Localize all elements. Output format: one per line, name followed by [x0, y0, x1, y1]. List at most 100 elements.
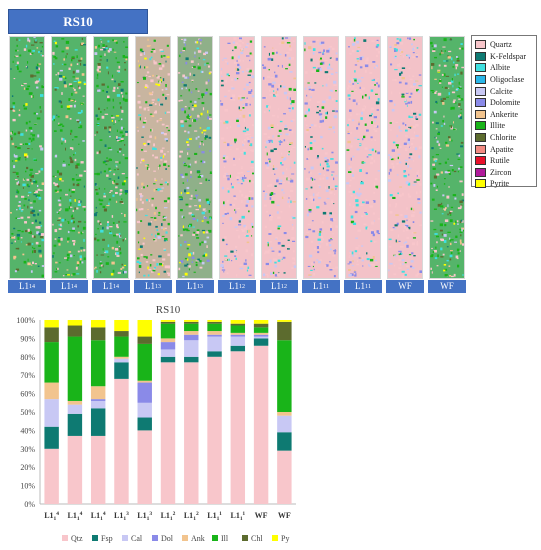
mineral-legend-item: Ankerite	[475, 109, 533, 121]
strip-texture	[304, 39, 339, 278]
bar-segment-ank	[90, 386, 106, 400]
bar-segment-ill	[90, 340, 106, 387]
strip-texture	[346, 37, 382, 277]
legend-swatch	[475, 179, 486, 189]
strip-label: L1 1 3	[176, 280, 214, 293]
bar-segment-fsp	[253, 338, 269, 346]
strip-texture	[262, 37, 297, 278]
bar-segment-ank	[160, 338, 176, 343]
bar-segment-qtz	[253, 345, 269, 504]
bar-segment-chl	[114, 331, 129, 337]
bar-segment-qtz	[184, 362, 199, 504]
bar-segment-chl	[253, 323, 269, 328]
bar-segment-qtz	[277, 450, 292, 504]
bar-segment-dol	[90, 399, 106, 401]
bar-segment-py	[230, 320, 246, 324]
mineral-legend-item: K-Feldspar	[475, 51, 533, 63]
bar-segment-ill	[207, 323, 222, 332]
x-tick-label: L114	[91, 511, 106, 522]
x-tick-label: WF	[255, 511, 268, 520]
bar-segment-dol	[230, 334, 246, 337]
mineral-map-strip	[9, 36, 45, 279]
y-tick-label: 90%	[20, 334, 35, 343]
strip-label: L1 1 1	[344, 280, 382, 293]
mineral-legend-item: Chlorite	[475, 132, 533, 144]
legend-label: Pyrite	[490, 179, 510, 189]
strip-label: L1 1 4	[8, 280, 46, 293]
bar-segment-chl	[90, 327, 106, 341]
bar-segment-py	[90, 320, 106, 328]
bar-segment-qtz	[114, 378, 129, 504]
chart-legend-swatch	[92, 535, 98, 541]
bar-segment-cal	[277, 415, 292, 433]
chart-legend-label: Cal	[131, 534, 143, 543]
bar-segment-cal	[160, 349, 176, 357]
mineral-map-strip	[345, 36, 382, 279]
legend-label: Quartz	[490, 40, 512, 50]
bar-segment-ank	[44, 382, 59, 400]
bar-segment-cal	[44, 399, 59, 427]
bar-segment-fsp	[44, 426, 59, 449]
y-tick-label: 10%	[20, 482, 35, 491]
chart-legend-label: Py	[281, 534, 289, 543]
legend-label: Apatite	[490, 144, 514, 154]
mineral-map-strip	[51, 36, 87, 279]
strip-label: L1 1 2	[260, 280, 298, 293]
bar-segment-ank	[114, 356, 129, 359]
bar-segment-cal	[137, 402, 152, 418]
bar-segment-ank	[230, 332, 246, 335]
chart-legend-label: Fsp	[101, 534, 113, 543]
mineral-legend-item: Apatite	[475, 143, 533, 155]
bar-segment-ill	[253, 327, 269, 333]
chart-legend-label: Chl	[251, 534, 263, 543]
chart-legend-swatch	[122, 535, 128, 541]
legend-label: Dolomite	[490, 98, 521, 108]
legend-swatch	[475, 167, 486, 177]
panel-title: RS10	[8, 9, 148, 34]
strip-texture	[10, 37, 45, 278]
strip-label: WF	[428, 280, 466, 293]
bar-segment-qtz	[44, 448, 59, 504]
legend-label: Albite	[490, 63, 510, 73]
legend-swatch	[475, 86, 486, 96]
x-tick-label: L114	[67, 511, 82, 522]
strip-texture	[136, 38, 172, 277]
bar-segment-dol	[137, 382, 152, 403]
bar-segment-cal	[230, 336, 246, 346]
bar-segment-ill	[184, 323, 199, 332]
chart-legend-label: Ill	[221, 534, 229, 543]
chart-legend-swatch	[242, 535, 248, 541]
bar-segment-py	[160, 320, 176, 322]
legend-swatch	[475, 144, 486, 154]
x-tick-label: L112	[161, 511, 176, 522]
strip-label: L1 1 1	[302, 280, 340, 293]
strip-label: L1 1 4	[92, 280, 130, 293]
y-tick-label: 100%	[16, 316, 35, 325]
bar-segment-ill	[160, 323, 176, 339]
legend-label: K-Feldspar	[490, 51, 526, 61]
strip-texture	[220, 37, 256, 277]
bar-segment-qtz	[90, 435, 106, 504]
mineral-legend-item: Zircon	[475, 167, 533, 179]
bar-segment-qtz	[207, 356, 222, 504]
strip-label: L1 1 4	[50, 280, 88, 293]
legend-swatch	[475, 109, 486, 119]
bar-segment-cal	[207, 336, 222, 352]
bar-segment-chl	[137, 336, 152, 344]
bar-segment-py	[137, 320, 152, 337]
x-tick-label: L114	[44, 511, 59, 522]
bar-segment-chl	[230, 323, 246, 326]
legend-swatch	[475, 40, 486, 50]
bar-segment-cal	[184, 340, 199, 357]
bar-segment-fsp	[184, 356, 199, 363]
stacked-bar-chart: RS10 0% 10% 20% 30% 40% 50% 60% 70% 80% 90% 100% L11…	[16, 304, 296, 543]
y-tick-label: 50%	[20, 408, 35, 417]
mineral-legend-item: Albite	[475, 62, 533, 74]
mineral-legend-item: Oligoclase	[475, 74, 533, 86]
strip-texture	[178, 38, 213, 278]
mineral-legend-item: Illite	[475, 120, 533, 132]
bar-segment-fsp	[137, 417, 152, 431]
bar-segment-fsp	[160, 356, 176, 363]
bar-segment-qtz	[230, 351, 246, 504]
mineral-map-strip	[135, 36, 172, 279]
